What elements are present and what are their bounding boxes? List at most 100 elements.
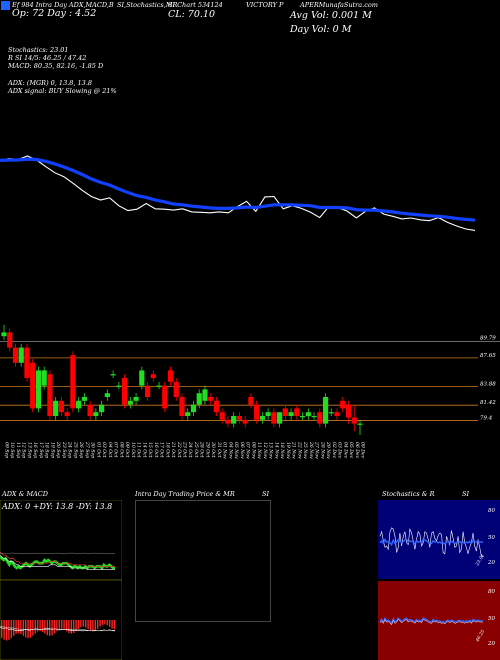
rsi-line bbox=[379, 616, 483, 625]
price-lines bbox=[0, 155, 476, 231]
adx-line bbox=[0, 554, 115, 570]
candle-body bbox=[259, 416, 265, 420]
date-label: 02 Dec bbox=[331, 442, 337, 459]
candle-body bbox=[317, 412, 323, 424]
candle-body bbox=[294, 408, 300, 416]
date-label: 18 Sep bbox=[44, 442, 50, 458]
macd-bar bbox=[68, 620, 70, 634]
macd-bar bbox=[101, 620, 104, 625]
date-label: 19 Nov bbox=[285, 442, 291, 459]
candle-body bbox=[305, 412, 311, 416]
candle-body bbox=[144, 385, 151, 397]
macd-bar bbox=[29, 620, 32, 638]
date-label: 04 Oct bbox=[107, 442, 113, 458]
macd-bar bbox=[41, 620, 44, 632]
candle-body bbox=[35, 370, 42, 409]
rsi-tick-label: 50 bbox=[488, 616, 495, 622]
date-label: 07 Nov bbox=[245, 442, 251, 459]
stochastics-lines bbox=[379, 527, 484, 558]
macd-bar bbox=[77, 620, 80, 629]
candle-body bbox=[340, 400, 346, 409]
close-price: CL: 70.10 bbox=[168, 9, 215, 20]
candle-body bbox=[139, 370, 145, 386]
date-label: 05 Dec bbox=[348, 442, 354, 459]
date-label: 24 Oct bbox=[187, 441, 193, 458]
macd-bar bbox=[80, 620, 82, 628]
day-volume: Day Vol: 0 M bbox=[290, 24, 352, 35]
rsi-readout: R SI 14/5: 46.25 / 47.42 bbox=[8, 54, 87, 62]
level-label: 89.79 bbox=[480, 336, 496, 342]
date-label: 09 Oct bbox=[124, 442, 130, 458]
candle-body bbox=[351, 417, 357, 424]
candle-body bbox=[150, 374, 156, 378]
macd-bar bbox=[46, 620, 48, 636]
macd-bar bbox=[106, 620, 108, 626]
candle-body bbox=[30, 362, 36, 409]
macd-bar bbox=[32, 620, 34, 636]
date-label: 12 Sep bbox=[21, 442, 27, 458]
date-label: 10 Sep bbox=[9, 442, 15, 458]
macd-bar bbox=[15, 620, 17, 634]
candle-body bbox=[277, 412, 283, 424]
date-label: 10 Oct bbox=[130, 442, 136, 458]
date-label: 17 Sep bbox=[38, 442, 44, 458]
date-label: 17 Oct bbox=[159, 442, 165, 458]
macd-bar bbox=[1, 620, 3, 638]
date-label: 06 Nov bbox=[239, 442, 245, 459]
candle-body bbox=[219, 412, 225, 420]
candle-body bbox=[357, 423, 363, 425]
date-label: 21 Oct bbox=[170, 441, 176, 458]
candle-body bbox=[7, 332, 13, 348]
stochastics-readout: Stochastics: 23.01 bbox=[8, 46, 69, 54]
date-label: 14 Oct bbox=[141, 442, 147, 458]
macd-bar bbox=[22, 620, 24, 636]
date-label: 21 Nov bbox=[291, 441, 297, 459]
date-label: 30 Sep bbox=[90, 442, 96, 458]
candle-body bbox=[1, 332, 7, 337]
macd-bar bbox=[17, 620, 20, 634]
date-label: 23 Sep bbox=[61, 441, 67, 458]
stoch-tick-label: 50 bbox=[488, 535, 495, 541]
intraday-title-suffix: SI bbox=[262, 490, 270, 498]
candle-body bbox=[242, 419, 248, 424]
macd-bar bbox=[20, 620, 22, 635]
candle-body bbox=[41, 370, 47, 386]
candle-body bbox=[127, 400, 133, 405]
macd-bar bbox=[87, 620, 89, 630]
adx-panel-readout: ADX: 0 +DY: 13.8 -DY: 13.8 bbox=[2, 502, 113, 511]
candle-body bbox=[12, 347, 19, 363]
date-label: 07 Oct bbox=[113, 442, 119, 458]
candle-body bbox=[196, 393, 202, 405]
date-label: 30 Oct bbox=[210, 442, 216, 458]
date-label: 25 Nov bbox=[302, 441, 308, 459]
date-label: 15 Oct bbox=[147, 442, 153, 458]
header-field-2: SI,Stochastics,MR bbox=[117, 1, 178, 9]
date-label: 23 Oct bbox=[182, 441, 188, 458]
date-label: 08 Nov bbox=[250, 442, 256, 459]
rsi-lines bbox=[379, 616, 483, 626]
candle-body bbox=[248, 397, 254, 405]
date-label: 06 Dec bbox=[354, 442, 360, 459]
macd-bar bbox=[39, 620, 41, 632]
stoch-rsi-title: Stochastics & R bbox=[382, 490, 435, 498]
date-label: 04 Dec bbox=[342, 442, 348, 459]
rsi-signal-line bbox=[379, 618, 483, 626]
date-label: 27 Nov bbox=[314, 441, 320, 459]
stochastics-d-line bbox=[379, 537, 483, 547]
date-label: 25 Sep bbox=[72, 441, 78, 458]
macd-bar bbox=[65, 620, 68, 632]
date-axis: 09 Sep 10 Sep 11 Sep 12 Sep 13 Sep 16 Sep 17 S… bbox=[4, 441, 366, 459]
date-label: 13 Nov bbox=[268, 442, 274, 459]
date-label: 29 Oct bbox=[204, 441, 210, 458]
candle-body bbox=[202, 389, 208, 401]
date-label: 26 Sep bbox=[78, 441, 84, 458]
level-label: 79.4 bbox=[480, 416, 493, 422]
candle-body bbox=[328, 412, 334, 414]
candle-body bbox=[64, 412, 70, 416]
candle-body bbox=[156, 385, 162, 387]
stochastics-k-line bbox=[379, 527, 484, 558]
macd-readout: MACD: 80.35, 82.16, -1.85 D bbox=[8, 62, 104, 70]
candle-body bbox=[254, 404, 260, 420]
date-label: 08 Oct bbox=[118, 442, 124, 458]
